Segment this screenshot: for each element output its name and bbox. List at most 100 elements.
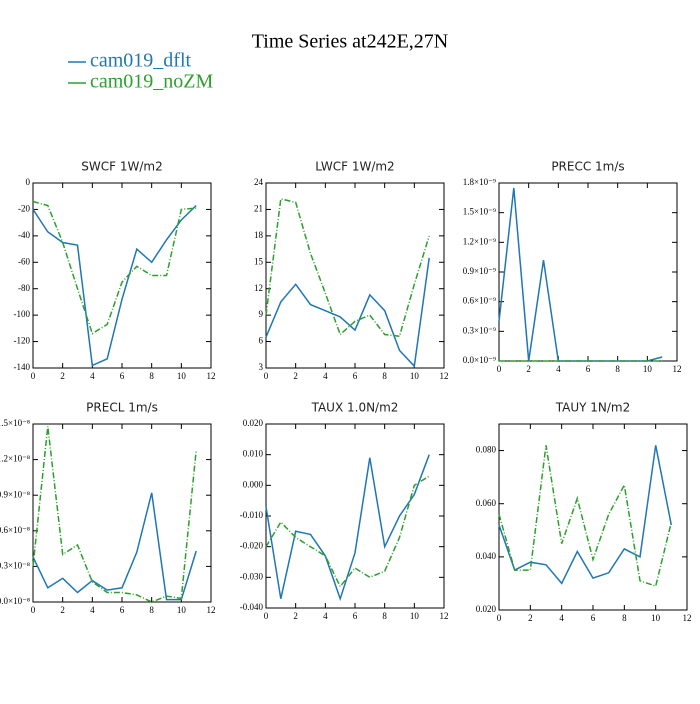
x-tick-label: 12 <box>440 611 449 621</box>
y-tick-label: 0.3×10⁻⁸ <box>0 560 30 570</box>
y-tick-label: 0.020 <box>476 604 497 614</box>
y-tick-label: 15 <box>254 256 264 266</box>
x-tick-label: 6 <box>591 613 596 623</box>
x-tick-label: 0 <box>497 613 502 623</box>
x-tick-label: 4 <box>556 364 561 374</box>
y-tick-label: -80 <box>18 283 30 293</box>
y-tick-label: 0.3×10⁻⁹ <box>463 325 496 335</box>
y-tick-label: 1.2×10⁻⁹ <box>463 236 496 246</box>
x-tick-label: 0 <box>31 371 36 381</box>
y-tick-label: 0.0×10⁻⁹ <box>463 355 496 365</box>
x-tick-label: 12 <box>207 371 216 381</box>
x-tick-label: 2 <box>60 605 65 615</box>
y-tick-label: 0.000 <box>243 479 264 489</box>
y-tick-label: -0.030 <box>240 571 264 581</box>
y-tick-label: 0.010 <box>243 449 264 459</box>
x-tick-label: 0 <box>264 371 269 381</box>
y-tick-label: -60 <box>18 256 30 266</box>
y-tick-label: 12 <box>254 283 263 293</box>
series-line <box>32 204 197 367</box>
y-tick-label: -140 <box>14 362 31 372</box>
x-tick-label: 10 <box>410 371 420 381</box>
y-tick-label: 0.0×10⁻⁸ <box>0 596 30 606</box>
y-tick-label: 0.6×10⁻⁸ <box>0 525 30 535</box>
plot-frame <box>498 423 688 611</box>
y-tick-label: -0.010 <box>240 510 264 520</box>
panel-title: TAUY 1N/m2 <box>555 401 631 415</box>
y-tick-label: -0.040 <box>240 602 264 612</box>
x-tick-label: 6 <box>586 364 591 374</box>
panel-title: PRECC 1m/s <box>551 160 624 174</box>
y-tick-label: 21 <box>254 203 263 213</box>
series-line <box>265 197 430 338</box>
x-tick-label: 4 <box>323 611 328 621</box>
series-line <box>32 492 197 601</box>
series-line <box>498 445 673 585</box>
y-tick-label: 0.080 <box>476 445 497 455</box>
x-tick-label: 10 <box>643 364 653 374</box>
x-tick-label: 12 <box>440 371 449 381</box>
x-tick-label: 10 <box>177 371 187 381</box>
legend-label: cam019_noZM <box>90 71 214 93</box>
y-tick-label: 1.5×10⁻⁸ <box>0 418 30 428</box>
y-tick-label: -20 <box>18 203 30 213</box>
x-tick-label: 2 <box>528 613 533 623</box>
x-tick-label: 0 <box>497 364 502 374</box>
y-tick-label: 0.040 <box>476 551 497 561</box>
panel-title: TAUX 1.0N/m2 <box>311 401 399 415</box>
y-tick-label: 18 <box>254 230 264 240</box>
x-tick-label: 2 <box>293 371 298 381</box>
series-line <box>265 454 430 602</box>
panel-title: LWCF 1W/m2 <box>315 160 394 174</box>
x-tick-label: 8 <box>382 371 387 381</box>
x-tick-label: 8 <box>149 605 154 615</box>
y-tick-label: 0.6×10⁻⁹ <box>463 296 496 306</box>
series-line <box>32 426 197 603</box>
x-tick-label: 6 <box>353 371 358 381</box>
y-tick-label: -100 <box>14 309 31 319</box>
y-tick-label: 0.9×10⁻⁸ <box>0 489 30 499</box>
series-line <box>498 445 673 588</box>
y-tick-label: -0.020 <box>240 541 264 551</box>
y-tick-label: 3 <box>259 362 264 372</box>
x-tick-label: 2 <box>526 364 531 374</box>
x-tick-label: 12 <box>207 605 216 615</box>
x-tick-label: 12 <box>683 613 692 623</box>
x-tick-label: 8 <box>615 364 620 374</box>
x-tick-label: 2 <box>293 611 298 621</box>
x-tick-label: 10 <box>651 613 661 623</box>
x-tick-label: 8 <box>149 371 154 381</box>
x-tick-label: 6 <box>120 605 125 615</box>
series-line <box>265 257 430 368</box>
x-tick-label: 8 <box>622 613 627 623</box>
x-tick-label: 12 <box>673 364 682 374</box>
legend-label: cam019_dflt <box>90 50 192 72</box>
x-tick-label: 8 <box>382 611 387 621</box>
x-tick-label: 4 <box>323 371 328 381</box>
y-tick-label: 1.8×10⁻⁹ <box>463 177 496 187</box>
figure-title: Time Series at242E,27N <box>252 31 448 53</box>
y-tick-label: 0.9×10⁻⁹ <box>463 266 496 276</box>
y-tick-label: 24 <box>254 177 264 187</box>
y-tick-label: 0.060 <box>476 498 497 508</box>
y-tick-label: 1.2×10⁻⁸ <box>0 454 30 464</box>
y-tick-label: -120 <box>14 336 31 346</box>
x-tick-label: 6 <box>120 371 125 381</box>
y-tick-label: 6 <box>259 336 264 346</box>
x-tick-label: 4 <box>90 605 95 615</box>
y-tick-label: 0 <box>26 177 31 187</box>
plot-frame <box>265 423 445 609</box>
y-tick-label: 0.020 <box>243 418 264 428</box>
x-tick-label: 0 <box>264 611 269 621</box>
x-tick-label: 0 <box>31 605 36 615</box>
series-line <box>32 200 197 335</box>
y-tick-label: -40 <box>18 230 30 240</box>
x-tick-label: 10 <box>410 611 420 621</box>
x-tick-label: 4 <box>559 613 564 623</box>
x-tick-label: 4 <box>90 371 95 381</box>
y-tick-label: 1.5×10⁻⁹ <box>463 207 496 217</box>
x-tick-label: 10 <box>177 605 187 615</box>
series-line <box>498 187 663 362</box>
plot-frame <box>32 182 212 369</box>
